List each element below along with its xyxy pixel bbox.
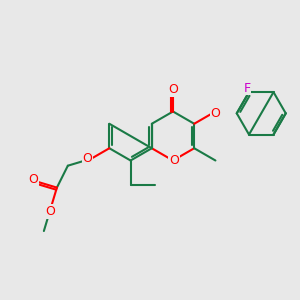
Text: O: O <box>168 83 178 96</box>
Text: O: O <box>210 107 220 120</box>
Text: O: O <box>169 154 179 167</box>
Text: O: O <box>45 205 55 218</box>
Text: F: F <box>243 82 250 94</box>
Text: O: O <box>28 173 38 186</box>
Text: O: O <box>82 152 92 165</box>
